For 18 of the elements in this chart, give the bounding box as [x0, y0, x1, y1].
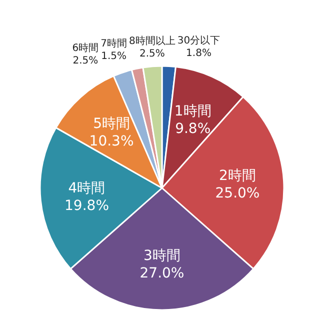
data-label: 1.8% — [186, 48, 212, 60]
data-label: 2.5% — [72, 56, 98, 67]
slice-label: 7時間 — [100, 37, 128, 50]
data-label: 25.0% — [215, 185, 260, 202]
data-label: 2.5% — [140, 48, 165, 60]
slice-label: 3時間 — [144, 248, 180, 264]
data-label: 19.8% — [64, 198, 110, 214]
data-label: 1.5% — [101, 50, 127, 62]
data-label: 27.0% — [140, 266, 184, 282]
slice-label: 2時間 — [219, 168, 256, 184]
slice-label: 8時間以上 — [129, 34, 176, 47]
slice-label: 30分以下 — [177, 34, 220, 47]
slice-label: 5時間 — [93, 116, 130, 132]
slice-label: 6時間 — [72, 42, 99, 54]
data-label: 10.3% — [89, 134, 134, 150]
data-label: 9.8% — [175, 120, 211, 137]
slice-label: 4時間 — [68, 180, 106, 196]
slice-label: 1時間 — [174, 103, 212, 120]
